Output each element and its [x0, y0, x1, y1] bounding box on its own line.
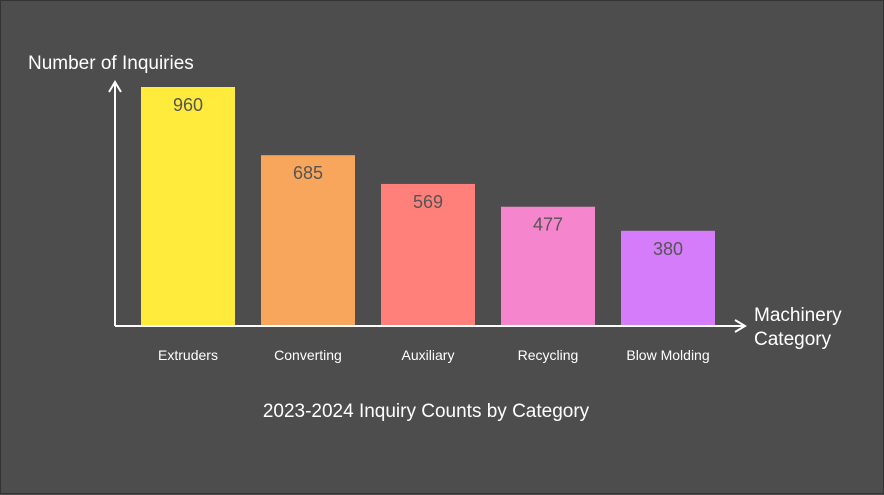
- value-label-auxiliary: 569: [413, 192, 443, 212]
- x-tick-label-converting: Converting: [274, 347, 342, 363]
- bar-blow-molding: [621, 230, 715, 325]
- y-axis-arrow: [108, 80, 122, 93]
- bar-recycling: [501, 206, 595, 325]
- value-label-blow-molding: 380: [653, 239, 683, 259]
- x-axis-arrow: [734, 319, 747, 333]
- bar-extruders: [141, 87, 235, 325]
- value-label-converting: 685: [293, 163, 323, 183]
- x-tick-labels-group: Extruders Converting Auxiliary Recycling Blo…: [158, 347, 710, 363]
- x-axis-label-line-2: Category: [754, 329, 832, 350]
- value-labels-group: 960 685 569 477 380: [173, 95, 683, 259]
- x-tick-label-extruders: Extruders: [158, 347, 218, 363]
- value-label-extruders: 960: [173, 95, 203, 115]
- x-tick-label-recycling: Recycling: [518, 347, 579, 363]
- x-axis-label: Machinery Category: [754, 305, 847, 350]
- bars-group: [141, 87, 715, 325]
- y-axis-label: Number of Inquiries: [28, 53, 194, 74]
- x-axis-label-line-1: Machinery: [754, 305, 842, 326]
- value-label-recycling: 477: [533, 215, 563, 235]
- bar-auxiliary: [381, 183, 475, 325]
- x-tick-label-blow-molding: Blow Molding: [626, 347, 709, 363]
- x-tick-label-auxiliary: Auxiliary: [402, 347, 455, 363]
- chart-title: 2023-2024 Inquiry Counts by Category: [263, 401, 590, 422]
- bar-converting: [261, 155, 355, 325]
